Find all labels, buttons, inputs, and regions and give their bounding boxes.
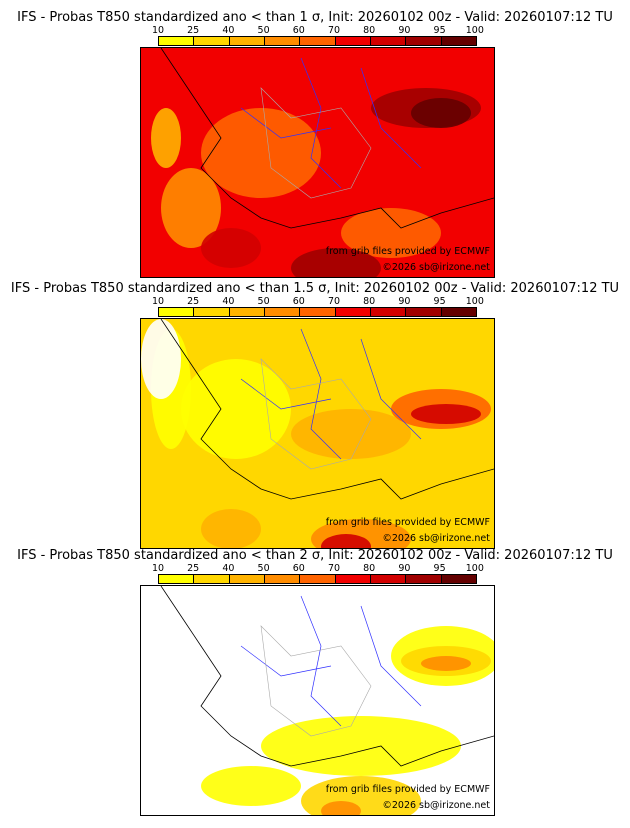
- colorbar-tick: 10: [151, 296, 165, 307]
- credit-source: from grib files provided by ECMWF: [325, 784, 490, 795]
- probability-map: [141, 586, 494, 815]
- borders: [260, 358, 372, 470]
- colorbar-segment: [264, 37, 301, 45]
- colorbar-tick: 25: [187, 296, 200, 307]
- colorbar-segment: [335, 575, 371, 583]
- colorbar-tick: 100: [465, 563, 484, 574]
- colorbar-segment: [229, 37, 265, 45]
- map-area: from grib files provided by ECMWF ©2026 …: [140, 47, 495, 278]
- colorbar-segment: [229, 575, 265, 583]
- colorbar-segment: [159, 308, 195, 316]
- colorbar-tick: 60: [292, 296, 305, 307]
- colorbar-tick: 25: [187, 25, 200, 36]
- colorbar-tick: 60: [292, 563, 305, 574]
- colorbar-tick: 80: [363, 25, 376, 36]
- coastline: [160, 319, 494, 500]
- rivers: [240, 328, 422, 460]
- colorbar-segment: [300, 37, 336, 45]
- credit-copyright: ©2026 sb@irizone.net: [382, 262, 490, 273]
- probability-map: [141, 48, 494, 277]
- colorbar-tick: 60: [292, 25, 305, 36]
- colorbar-tick: 80: [363, 296, 376, 307]
- colorbar-segment: [229, 308, 265, 316]
- colorbar-segment: [300, 308, 336, 316]
- colorbar-tick: 50: [257, 563, 270, 574]
- map-area: from grib files provided by ECMWF ©2026 …: [140, 318, 495, 549]
- colorbar-ticks: 10 25 40 50 60 70 80 90 95 100: [150, 563, 485, 574]
- colorbar-tick: 40: [222, 296, 235, 307]
- colorbar-segment: [370, 37, 407, 45]
- colorbar-tick: 25: [187, 563, 200, 574]
- colorbar-tick: 95: [433, 25, 446, 36]
- colorbar-tick: 50: [257, 25, 270, 36]
- rivers: [240, 595, 422, 727]
- colorbar-tick: 95: [433, 563, 446, 574]
- colorbar-tick: 10: [151, 563, 165, 574]
- colorbar-tick: 10: [151, 25, 165, 36]
- colorbar-tick: 95: [433, 296, 446, 307]
- colorbar-segment: [194, 575, 230, 583]
- colorbar-segment: [406, 308, 442, 316]
- colorbar-tick: 80: [363, 563, 376, 574]
- coastline: [160, 586, 494, 767]
- rivers: [240, 57, 422, 189]
- colorbar-tick: 50: [257, 296, 270, 307]
- colorbar-segment: [335, 308, 371, 316]
- colorbar-tick: 90: [398, 563, 411, 574]
- colorbar-tick: 40: [222, 563, 235, 574]
- colorbar-tick: 100: [465, 296, 484, 307]
- colorbar-tick: 40: [222, 25, 235, 36]
- colorbar-segment: [264, 575, 301, 583]
- colorbar-segment: [441, 308, 476, 316]
- colorbar-tick: 70: [327, 563, 341, 574]
- colorbar-tick: 70: [327, 296, 341, 307]
- panel-title: IFS - Probas T850 standardized ano < tha…: [10, 281, 620, 296]
- colorbar-segment: [194, 37, 230, 45]
- colorbar-ticks: 10 25 40 50 60 70 80 90 95 100: [150, 25, 485, 36]
- borders: [260, 625, 372, 737]
- panel-title: IFS - Probas T850 standardized ano < tha…: [17, 10, 613, 25]
- credit-source: from grib files provided by ECMWF: [325, 246, 490, 257]
- colorbar: [158, 307, 477, 317]
- coastline: [160, 48, 494, 229]
- probability-map: [141, 319, 494, 548]
- colorbar-segment: [300, 575, 336, 583]
- colorbar-segment: [441, 37, 476, 45]
- colorbar-tick: 90: [398, 296, 411, 307]
- colorbar-segment: [264, 308, 301, 316]
- colorbar-segment: [370, 308, 407, 316]
- colorbar-segment: [159, 575, 195, 583]
- borders: [260, 87, 372, 199]
- colorbar-segment: [335, 37, 371, 45]
- colorbar: [158, 36, 477, 46]
- colorbar-tick: 100: [465, 25, 484, 36]
- colorbar-segment: [159, 37, 195, 45]
- colorbar-tick: 70: [327, 25, 341, 36]
- credit-copyright: ©2026 sb@irizone.net: [382, 533, 490, 544]
- credit-copyright: ©2026 sb@irizone.net: [382, 800, 490, 811]
- colorbar-segment: [370, 575, 407, 583]
- colorbar: [158, 574, 477, 584]
- colorbar-segment: [406, 575, 442, 583]
- colorbar-ticks: 10 25 40 50 60 70 80 90 95 100: [150, 296, 485, 307]
- credit-source: from grib files provided by ECMWF: [325, 517, 490, 528]
- map-area: from grib files provided by ECMWF ©2026 …: [140, 585, 495, 816]
- colorbar-tick: 90: [398, 25, 411, 36]
- colorbar-segment: [406, 37, 442, 45]
- panel-title: IFS - Probas T850 standardized ano < tha…: [17, 548, 613, 563]
- colorbar-segment: [441, 575, 476, 583]
- colorbar-segment: [194, 308, 230, 316]
